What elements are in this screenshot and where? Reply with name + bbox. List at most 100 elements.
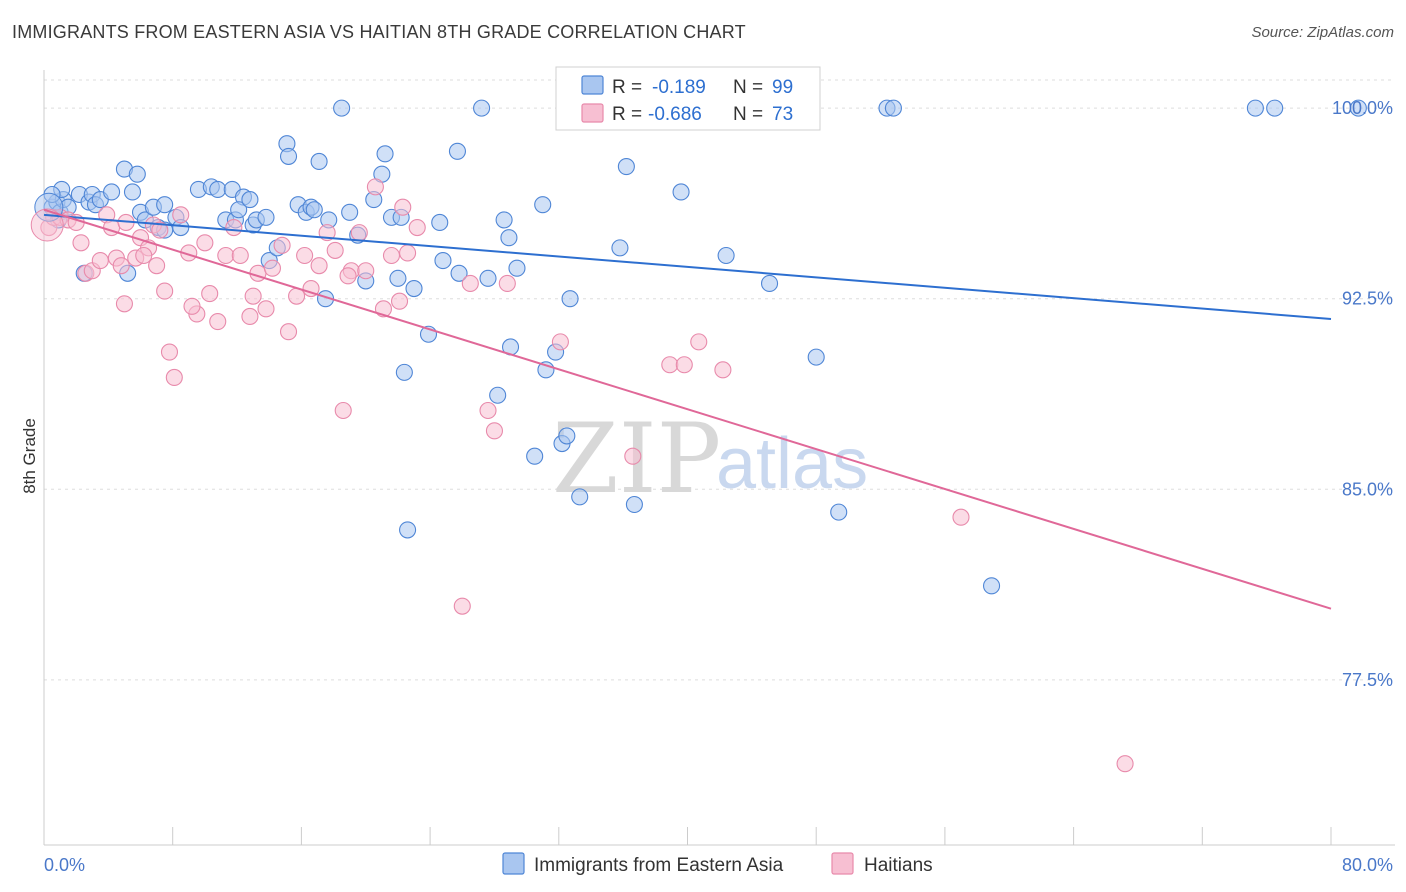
pink-point [148,257,166,275]
ticks-layer: 77.5% 85.0% 92.5% 100.0% 0.0% 80.0% [44,98,1393,875]
pink-point [72,234,90,252]
blue-point [489,386,507,404]
blue-point [617,158,635,176]
pink-point [244,287,262,305]
pink-point [273,236,291,254]
y-tick-label: 92.5% [1342,289,1393,309]
blue-point [500,229,518,247]
blue-point [1266,99,1284,117]
blue-point [479,269,497,287]
y-tick-label: 85.0% [1342,479,1393,499]
bottom-legend-swatch-pink [831,852,854,875]
watermark-atlas: atlas [716,424,868,504]
blue-point [717,246,735,265]
blue-point [405,279,423,298]
pink-point [279,323,298,341]
grid-layer [44,79,1395,681]
pink-point [156,282,174,300]
blue-point [983,577,1001,595]
pink-point [1116,755,1134,773]
pink-point [135,246,153,265]
y-tick-label: 77.5% [1342,670,1393,690]
trend-layer [43,208,1332,610]
blue-point [448,142,466,160]
blue-point [1349,99,1367,117]
pink-point [201,285,219,303]
pink-point [399,244,417,262]
pink-point [453,597,471,615]
blue-point [431,213,449,232]
chart-source: Source: ZipAtlas.com [1251,24,1394,41]
legend-r-label-pink: R = [612,104,642,125]
blue-point [558,427,576,445]
blue-trend-line [43,213,1332,321]
legend-n-value-blue: 99 [772,77,793,98]
watermark: ZIP atlas [552,403,868,515]
legend-swatch-blue [581,75,604,95]
blue-point [230,201,248,219]
legend-n-value-pink: 73 [772,104,793,125]
pink-point [390,292,409,310]
pink-point [172,206,190,224]
legend-r-value-pink: -0.686 [648,104,702,125]
blue-point [376,145,394,163]
pink-point [151,221,169,239]
pink-point [160,343,179,361]
blue-point [760,274,779,292]
pink-point [461,274,479,292]
y-tick-label: 100.0% [1332,98,1393,118]
blue-point [209,180,227,198]
pink-point [382,246,401,265]
pink-point [551,333,569,351]
pink-point [952,508,970,526]
pink-point [661,356,679,374]
blue-point [526,447,544,465]
bottom-legend: Immigrants from Eastern Asia Haitians [502,852,933,876]
axes-layer [43,70,1395,846]
pink-point [394,198,412,216]
pink-point [302,279,320,298]
bottom-legend-swatch-blue [502,852,525,875]
blue-point [830,503,848,521]
blue-point [434,252,452,270]
x-tick-label: 80.0% [1342,855,1393,875]
chart-title: IMMIGRANTS FROM EASTERN ASIA VS HAITIAN … [12,22,746,42]
blue-point [571,488,589,506]
pink-point [675,356,693,374]
pink-point [115,295,133,313]
blue-point [103,183,121,201]
pink-point [498,274,516,292]
legend-swatch-pink [581,103,604,123]
pink-point [183,297,201,315]
legend-r-label-blue: R = [612,77,642,98]
legend-n-label-pink: N = [733,104,763,125]
legend-n-label-blue: N = [733,77,763,98]
pink-trend-line [43,208,1332,610]
blue-point [310,152,328,171]
pink-point [165,368,183,387]
blue-point [257,208,275,226]
pink-point [209,313,227,331]
pink-point [690,333,708,351]
pink-point [296,246,314,265]
pink-point [249,264,267,282]
pink-point [357,262,375,280]
blue-point [495,211,513,229]
bottom-legend-label-pink: Haitians [864,855,933,876]
blue-point [561,290,579,308]
blue-point [123,183,142,201]
legend-box: R = -0.189 N = 99 R = -0.686 N = 73 [555,66,821,131]
pink-point [112,257,130,275]
blue-point [389,269,407,287]
blue-point [395,363,413,381]
blue-point [333,99,351,117]
pink-point [326,241,344,259]
blue-point [807,348,825,366]
pink-point [91,252,109,270]
x-tick-label: 0.0% [44,855,85,875]
pink-point [225,218,243,237]
bottom-legend-label-blue: Immigrants from Eastern Asia [534,855,784,876]
pink-point [231,246,249,265]
blue-point [1246,99,1264,117]
